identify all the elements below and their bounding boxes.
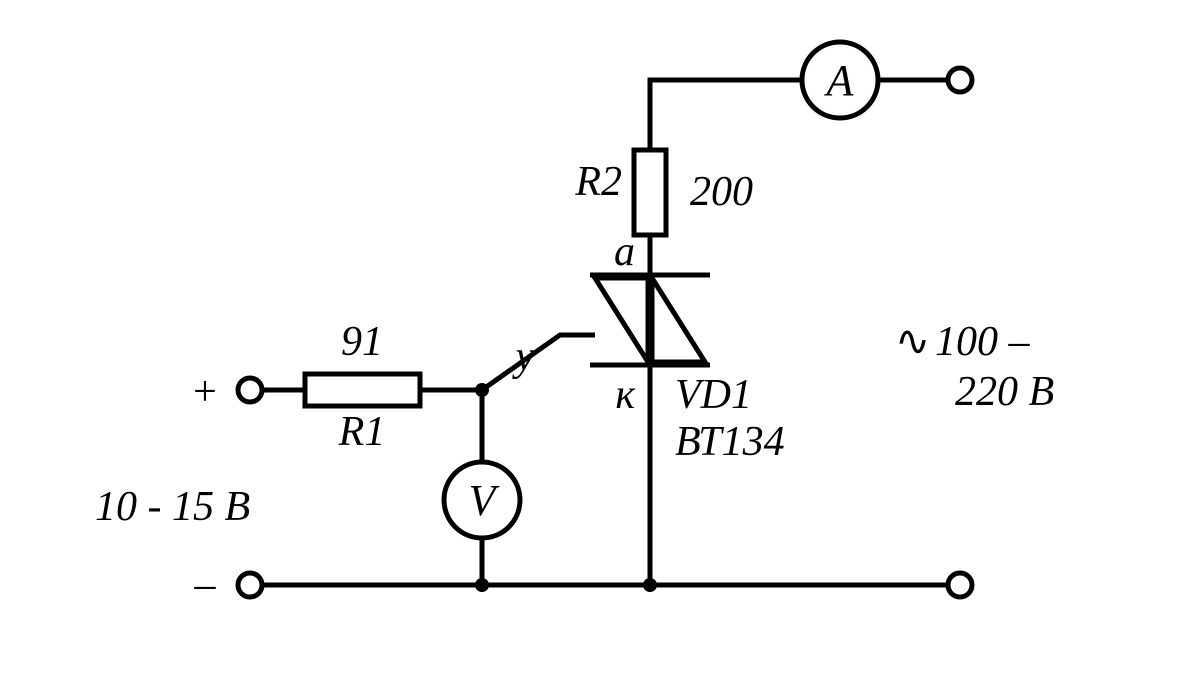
- label-r2-value: 200: [690, 169, 753, 215]
- ammeter-label: A: [824, 56, 855, 105]
- triac-vd1: [590, 275, 710, 365]
- node-bottom-k: [643, 578, 657, 592]
- terminal-dc-plus: [238, 378, 262, 402]
- label-r2-name: R2: [574, 159, 622, 205]
- label-device-ref: VD1: [675, 372, 752, 418]
- label-anode: a: [614, 229, 635, 275]
- wire-gate-lead: [482, 335, 595, 390]
- label-ac-line2: 220 В: [955, 369, 1054, 415]
- label-ac-symbol: ∿: [895, 319, 930, 365]
- node-gate: [475, 383, 489, 397]
- terminal-ac-top: [948, 68, 972, 92]
- label-dc-plus: +: [193, 369, 217, 415]
- label-gate: у: [512, 334, 535, 380]
- label-dc-minus: –: [194, 562, 217, 608]
- label-ac-line1: 100 –: [935, 319, 1031, 365]
- label-r1-name: R1: [338, 409, 386, 455]
- circuit-schematic: A V R2 200 91 R1 a у к VD1 ВТ134 + – 10 …: [0, 0, 1200, 675]
- resistor-r1: [305, 374, 420, 406]
- label-device-part: ВТ134: [675, 419, 785, 465]
- label-cathode: к: [615, 372, 635, 418]
- wire-r2-to-top: [650, 80, 802, 150]
- node-bottom-v: [475, 578, 489, 592]
- label-r1-value: 91: [341, 319, 383, 365]
- terminal-dc-minus: [238, 573, 262, 597]
- resistor-r2: [634, 150, 666, 235]
- label-dc-range: 10 - 15 В: [95, 484, 250, 530]
- terminal-ac-bottom: [948, 573, 972, 597]
